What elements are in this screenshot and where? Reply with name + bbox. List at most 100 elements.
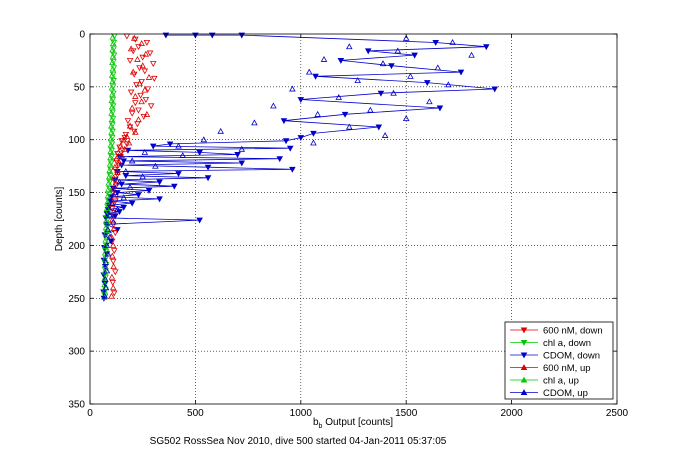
data-point xyxy=(106,166,113,173)
data-point xyxy=(407,72,414,79)
data-point xyxy=(310,139,317,146)
data-point xyxy=(297,97,305,103)
data-point xyxy=(141,86,149,93)
data-point xyxy=(132,100,139,107)
data-point xyxy=(110,174,117,181)
data-point xyxy=(107,160,115,167)
data-point xyxy=(120,194,128,201)
y-tick-label: 250 xyxy=(68,294,85,305)
data-point xyxy=(126,183,134,190)
data-point xyxy=(118,138,125,145)
data-point xyxy=(106,185,113,192)
data-point xyxy=(108,154,115,161)
data-point xyxy=(101,292,109,299)
data-point xyxy=(128,104,136,111)
legend-label: chl a, up xyxy=(543,376,579,387)
data-point xyxy=(109,33,117,40)
data-point xyxy=(121,145,129,152)
data-point xyxy=(107,141,115,148)
data-point xyxy=(200,136,208,143)
legend-marker xyxy=(520,389,528,396)
data-point xyxy=(113,155,120,162)
data-point xyxy=(424,80,431,87)
data-point xyxy=(109,103,117,110)
data-point xyxy=(104,226,112,233)
y-tick-label: 0 xyxy=(79,30,85,41)
data-point xyxy=(109,52,117,59)
data-point xyxy=(109,218,117,225)
data-point xyxy=(109,128,116,135)
legend-marker xyxy=(520,339,528,346)
data-point xyxy=(106,179,114,186)
data-point xyxy=(109,242,117,248)
data-point xyxy=(103,251,111,258)
x-tick-label: 2000 xyxy=(500,408,523,419)
data-point xyxy=(112,269,119,276)
data-point xyxy=(110,65,118,72)
data-point xyxy=(139,54,146,61)
data-point xyxy=(116,159,123,166)
data-point xyxy=(139,62,146,69)
data-point xyxy=(436,105,444,112)
data-point xyxy=(156,179,163,186)
data-point xyxy=(109,122,116,129)
data-point xyxy=(136,80,143,87)
data-point xyxy=(109,71,117,78)
data-point xyxy=(457,69,465,76)
data-point xyxy=(101,268,109,275)
data-point xyxy=(251,119,258,126)
data-point xyxy=(115,148,122,155)
data-point xyxy=(381,132,389,138)
data-point xyxy=(282,138,290,145)
data-point xyxy=(105,185,112,192)
data-point xyxy=(377,90,385,97)
legend-marker xyxy=(520,376,528,383)
data-point xyxy=(402,115,410,122)
y-tick-label: 350 xyxy=(68,400,85,411)
series-cdom-up xyxy=(101,34,475,299)
data-point xyxy=(145,187,153,194)
data-point xyxy=(390,89,397,96)
data-point xyxy=(346,43,353,50)
data-point xyxy=(108,84,116,91)
data-point xyxy=(217,127,224,134)
data-point xyxy=(432,39,439,46)
data-point xyxy=(111,163,119,170)
data-point xyxy=(135,107,142,114)
data-point xyxy=(128,157,136,164)
data-point xyxy=(143,110,151,117)
data-point xyxy=(108,116,116,123)
y-tick-label: 300 xyxy=(68,347,85,358)
data-point xyxy=(137,92,144,99)
legend-label: 600 nM, down xyxy=(543,326,603,337)
data-point xyxy=(411,52,418,59)
legend-label: CDOM, up xyxy=(543,388,588,399)
data-point xyxy=(110,225,118,231)
data-point xyxy=(151,75,158,82)
data-point xyxy=(110,78,117,84)
data-point xyxy=(108,109,115,116)
data-point xyxy=(110,59,117,65)
data-point xyxy=(142,97,150,103)
x-tick-label: 500 xyxy=(187,408,204,419)
series-chl-a-up xyxy=(101,33,117,300)
data-point xyxy=(109,97,117,103)
data-point xyxy=(114,169,121,175)
data-point xyxy=(126,57,134,64)
data-point xyxy=(305,68,313,75)
data-point xyxy=(141,148,149,155)
data-point xyxy=(426,98,433,105)
legend-label: 600 nM, up xyxy=(543,363,591,374)
x-axis-label-rest: Output [counts] xyxy=(322,417,393,428)
data-point xyxy=(101,287,108,294)
data-point xyxy=(142,50,150,57)
data-point xyxy=(103,267,111,274)
data-point xyxy=(108,128,115,135)
data-point xyxy=(375,124,383,131)
data-point xyxy=(138,98,145,105)
data-point xyxy=(128,110,136,117)
data-point xyxy=(105,179,113,186)
data-point xyxy=(156,196,163,203)
